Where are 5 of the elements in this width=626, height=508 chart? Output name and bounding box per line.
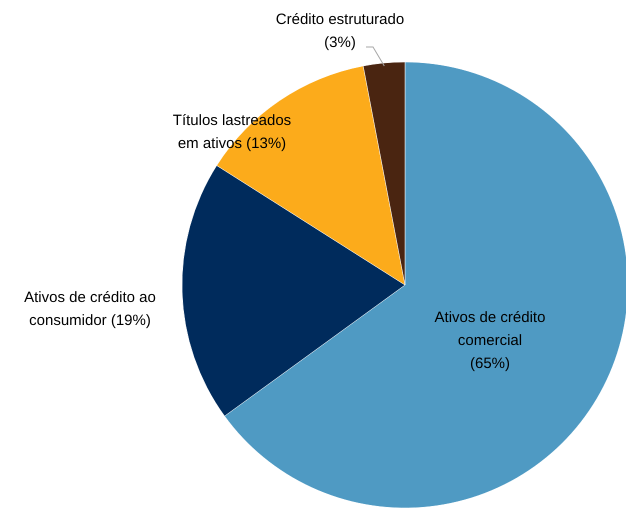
data-label: (65%) (470, 354, 510, 372)
slice-label: Ativos de crédito ao consumidor (19%) (24, 288, 156, 329)
slice-label: Ativos de crédito comercial (434, 308, 546, 349)
slice-label: Crédito estruturado (276, 10, 404, 28)
data-label: (3%) (324, 34, 356, 51)
